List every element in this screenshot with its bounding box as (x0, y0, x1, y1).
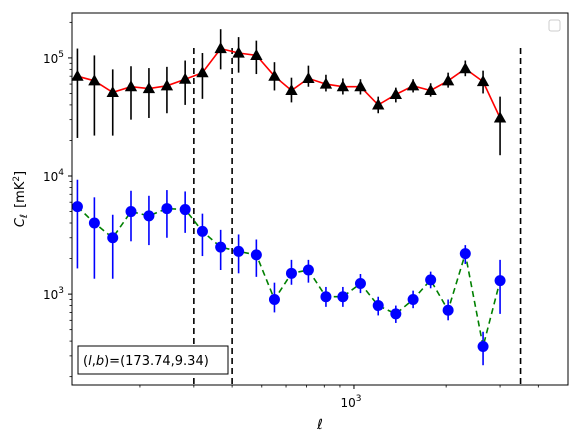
annotation-box (77, 345, 229, 375)
vertical-lines (193, 48, 522, 385)
legend-box (548, 19, 561, 32)
plot-area (72, 13, 568, 385)
series-1-point-0 (71, 201, 83, 213)
series-0-point-3 (124, 80, 138, 92)
series-1-point-16 (354, 277, 366, 289)
series-1-point-20 (425, 274, 437, 286)
series-1-point-4 (143, 210, 155, 222)
series-1 (71, 179, 506, 366)
series-1-point-13 (302, 264, 314, 276)
series-1-point-24 (494, 275, 506, 287)
series-0-point-1 (88, 74, 101, 86)
series-1-point-15 (337, 291, 349, 303)
series-0-point-18 (389, 87, 403, 100)
series-0-point-0 (71, 69, 84, 81)
series-0-point-16 (354, 80, 367, 92)
series-0-point-15 (336, 80, 350, 92)
series-0-point-6 (178, 72, 192, 84)
series-1-point-11 (268, 294, 280, 306)
series-1-point-2 (107, 232, 119, 244)
series-0-point-23 (476, 75, 490, 87)
axis-ticks: 103 104 105 103 (43, 21, 539, 410)
series-1-point-22 (459, 248, 471, 260)
series-1-point-6 (179, 204, 191, 216)
axes-frame (71, 12, 569, 386)
ytick-label-2: 105 (43, 50, 64, 66)
y-axis-label: Cℓ[mK2] (12, 171, 30, 227)
series-1-point-9 (233, 245, 245, 257)
series-0-point-4 (142, 82, 156, 94)
series-1-point-5 (161, 203, 173, 215)
series-0-point-20 (424, 83, 437, 96)
series-0-point-24 (493, 111, 507, 123)
series-0-point-2 (106, 85, 119, 97)
series-1-point-3 (125, 206, 137, 218)
series-0-point-5 (160, 79, 174, 91)
ytick-label-1: 104 (43, 168, 64, 184)
series-0-point-9 (232, 46, 245, 58)
series-0-point-13 (302, 71, 315, 83)
series-0-point-11 (268, 69, 281, 81)
series-0-point-7 (196, 66, 209, 78)
series-0-point-21 (441, 74, 455, 86)
series-1-point-18 (390, 308, 402, 320)
xtick-label-0: 103 (340, 394, 361, 410)
series-0-point-19 (406, 79, 420, 91)
series-1-point-8 (215, 241, 227, 253)
series-0-point-8 (214, 42, 227, 54)
series-1-point-1 (88, 217, 100, 229)
x-axis-label: ℓ (316, 417, 323, 433)
series-1-point-14 (320, 291, 332, 303)
ytick-label-0: 103 (43, 286, 64, 302)
series-1-point-7 (196, 225, 208, 237)
series-1-point-21 (442, 304, 454, 316)
series-0 (71, 29, 507, 156)
annotation-text: (l,b)=(173.74,9.34) (83, 354, 209, 369)
series-1-point-23 (477, 341, 489, 353)
series-group (71, 29, 507, 366)
series-0-point-12 (285, 83, 298, 96)
series-0-point-14 (319, 77, 333, 89)
series-0-point-17 (372, 98, 385, 110)
series-1-point-12 (285, 267, 297, 279)
series-0-point-10 (250, 48, 263, 60)
series-1-point-10 (250, 249, 262, 261)
series-0-point-22 (459, 62, 472, 74)
series-1-point-17 (372, 300, 384, 312)
series-1-point-19 (407, 294, 419, 306)
